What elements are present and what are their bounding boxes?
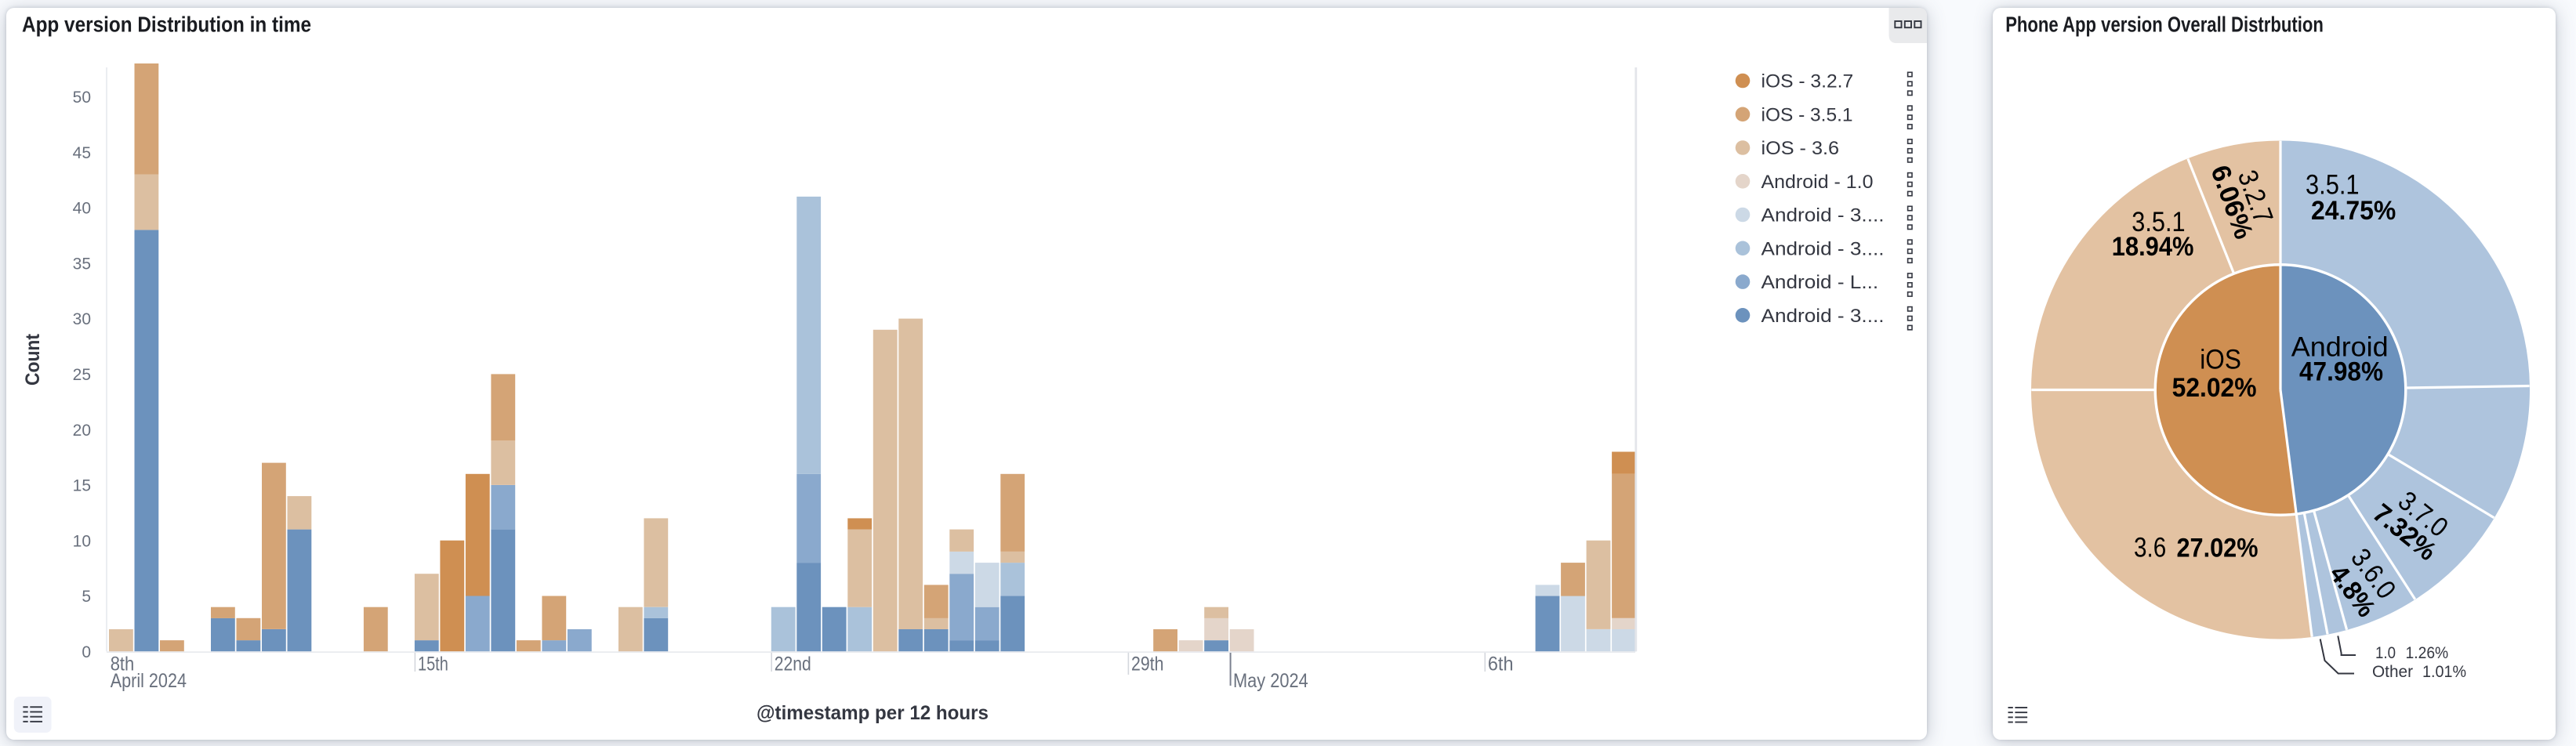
svg-text:1.01%: 1.01% — [2422, 663, 2466, 681]
svg-text:Android - 3....: Android - 3.... — [1761, 238, 1885, 259]
svg-text:35: 35 — [73, 255, 91, 273]
svg-text:iOS - 3.5.1: iOS - 3.5.1 — [1761, 104, 1853, 125]
svg-text:April 2024: April 2024 — [111, 670, 187, 692]
svg-text:Count: Count — [22, 333, 44, 386]
svg-text:22nd: 22nd — [775, 654, 811, 675]
svg-text:30: 30 — [73, 310, 91, 328]
svg-text:50: 50 — [73, 89, 91, 107]
svg-text:Android - 3....: Android - 3.... — [1761, 205, 1885, 226]
svg-text:Other: Other — [2372, 663, 2413, 681]
svg-text:45: 45 — [73, 144, 91, 162]
svg-text:May 2024: May 2024 — [1233, 670, 1308, 692]
svg-text:iOS - 3.6: iOS - 3.6 — [1761, 138, 1840, 159]
svg-text:40: 40 — [73, 200, 91, 218]
svg-text:@timestamp per 12 hours: @timestamp per 12 hours — [756, 702, 989, 724]
svg-text:1.26%: 1.26% — [2406, 644, 2449, 662]
svg-text:Phone App version Overall Dist: Phone App version Overall Distrbution — [2005, 12, 2324, 36]
svg-text:52.02%: 52.02% — [2172, 373, 2257, 403]
svg-text:App version Distribution in ti: App version Distribution in time — [22, 12, 311, 36]
svg-text:Android - L...: Android - L... — [1761, 272, 1879, 293]
svg-text:iOS: iOS — [2200, 344, 2241, 375]
svg-text:25: 25 — [73, 366, 91, 384]
svg-text:Android: Android — [2291, 331, 2389, 362]
svg-text:3.5.1: 3.5.1 — [2306, 170, 2360, 201]
svg-text:15th: 15th — [418, 654, 448, 675]
svg-text:18.94%: 18.94% — [2112, 232, 2194, 262]
svg-text:3.6: 3.6 — [2134, 533, 2166, 563]
svg-text:10: 10 — [73, 532, 91, 550]
svg-text:0: 0 — [82, 643, 91, 661]
svg-text:47.98%: 47.98% — [2299, 357, 2383, 386]
svg-text:1.0: 1.0 — [2375, 644, 2396, 662]
svg-text:29th: 29th — [1131, 654, 1164, 675]
svg-text:5: 5 — [82, 588, 91, 606]
svg-text:8th: 8th — [111, 654, 135, 675]
svg-text:20: 20 — [73, 422, 91, 440]
svg-text:Android - 3....: Android - 3.... — [1761, 306, 1885, 327]
svg-text:15: 15 — [73, 477, 91, 495]
svg-text:3.5.1: 3.5.1 — [2132, 207, 2185, 237]
svg-text:Android - 1.0: Android - 1.0 — [1761, 172, 1874, 193]
svg-text:24.75%: 24.75% — [2311, 196, 2396, 226]
svg-text:iOS - 3.2.7: iOS - 3.2.7 — [1761, 71, 1854, 92]
svg-text:6th: 6th — [1488, 654, 1514, 675]
svg-text:27.02%: 27.02% — [2177, 534, 2259, 563]
